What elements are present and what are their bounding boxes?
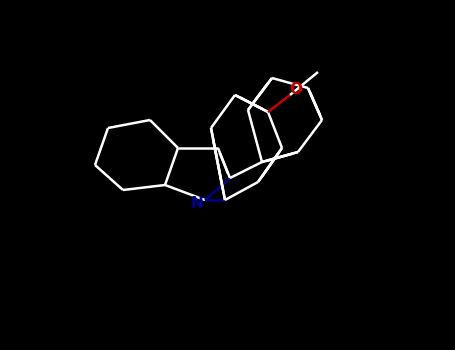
- Text: O: O: [289, 82, 303, 97]
- Text: N: N: [191, 196, 203, 211]
